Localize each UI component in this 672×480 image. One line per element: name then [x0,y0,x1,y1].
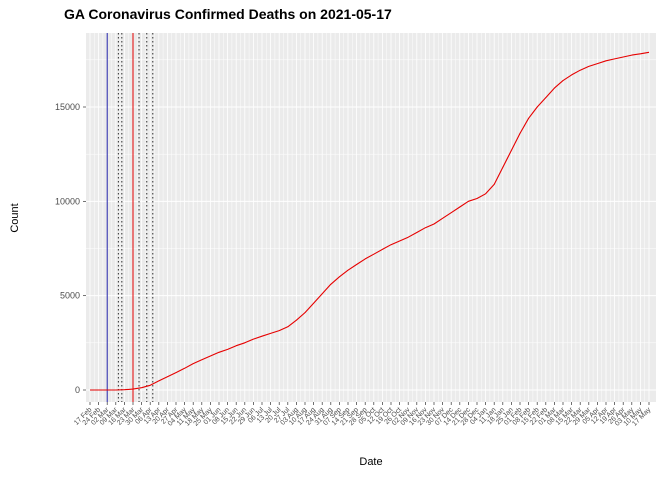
chart-title: GA Coronavirus Confirmed Deaths on 2021-… [64,6,392,22]
y-tick-label: 15000 [55,102,80,112]
panel-background [86,33,656,402]
series-line-confirmed-deaths [90,51,650,391]
y-tick-label: 0 [75,385,80,395]
y-tick-label: 10000 [55,196,80,206]
x-axis-title: Date [359,456,383,468]
y-tick-label: 5000 [60,291,80,301]
